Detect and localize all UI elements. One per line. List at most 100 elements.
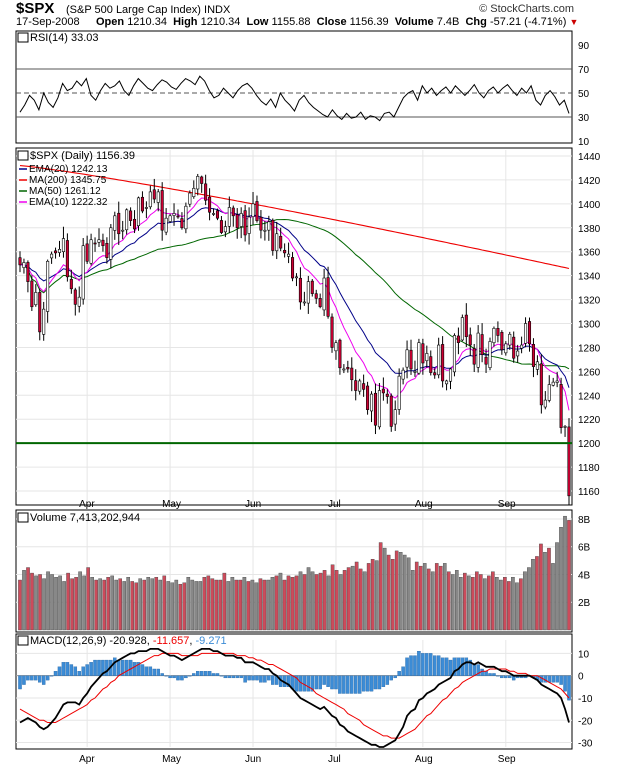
macd-histogram-bar [267,675,271,681]
volume-bar [374,560,379,631]
candle [535,355,539,376]
candle [176,209,180,219]
candle [389,393,393,432]
volume-bar [82,575,86,631]
macd-histogram-bar [389,675,393,681]
rsi-panel: 90 70 50 30 10 RSI(14) 33.03 [15,30,590,148]
macd-histogram-bar [18,675,22,690]
candle [125,208,129,235]
volume-bar [266,579,271,631]
volume-bar [46,571,50,631]
volume-bar [503,577,507,631]
rsi-collapse-icon[interactable] [17,32,29,43]
macd-histogram-bar [567,675,571,701]
volume-tick-label: 4B [578,570,591,581]
volume-bar [182,582,187,631]
volume-bar [547,547,551,631]
volume-bar [270,577,275,631]
macd-histogram-bar [77,671,81,676]
volume-tick-label: 6B [578,543,591,554]
volume-bar [398,552,403,631]
volume-bar [491,571,495,631]
candle [251,191,255,225]
macd-histogram-bar [350,675,354,694]
macd-histogram-bar [353,675,358,694]
macd-collapse-icon[interactable] [17,635,29,646]
volume-bar [350,565,355,631]
volume-bar [18,579,22,631]
candle [140,191,144,214]
volume-bar [475,571,479,631]
volume-collapse-icon[interactable] [17,512,29,523]
macd-histogram-bar [132,662,137,676]
volume-bar [294,575,299,631]
volume-bar [366,563,371,631]
candle [464,303,468,348]
volume-bar [463,572,467,631]
candle [445,379,449,391]
macd-histogram-bar [120,659,125,676]
volume-bar [22,570,26,631]
macd-histogram-bar [484,671,488,676]
stockcharts-credit[interactable]: © StockCharts.com [479,3,574,15]
candle [156,189,160,212]
candle [373,383,377,435]
macd-histogram-bar [346,675,350,694]
volume-bar [539,543,543,631]
volume-bar [515,582,519,631]
volume-bar [86,567,90,631]
macd-histogram-bar [38,675,42,683]
volume-bar [238,579,243,631]
volume-panel: 8B 6B 4B 2B Volume 7,413,202,944 [15,509,591,633]
candle [219,215,223,235]
candle [267,215,271,241]
candle [310,279,314,297]
candle [555,371,559,388]
price-tick-label: 1320 [578,296,601,307]
macd-histogram-bar [22,675,26,685]
volume-bar [442,563,447,631]
volume-bar [446,571,451,631]
macd-histogram-bar [342,675,346,694]
macd-histogram-bar [105,659,109,676]
macd-histogram-bar [255,675,259,681]
macd-histogram-bar [41,675,46,685]
macd-histogram-bar [184,675,188,679]
macd-histogram-bar [318,675,322,690]
candle [69,269,73,294]
candle [85,235,89,264]
candle [476,325,480,373]
candle [275,221,279,260]
macd-histogram-bar [448,659,453,676]
candle [283,243,287,258]
candle [223,220,227,238]
volume-bar [310,571,315,631]
rsi-tick-label: 30 [578,113,590,124]
volume-bar [358,568,363,631]
volume-bar [70,578,74,631]
candle [227,196,231,234]
macd-histogram-bar [551,675,555,683]
candle [204,174,208,206]
candle [212,208,216,216]
candle [133,210,137,234]
macd-histogram-bar [429,653,433,676]
candle [500,330,504,355]
volume-bar [234,579,239,631]
macd-histogram-bar [164,675,168,677]
volume-bar [118,578,122,631]
candle [306,275,310,314]
candle [516,344,520,363]
volume-bar [54,577,58,631]
macd-histogram-bar [314,675,318,690]
macd-histogram-bar [85,664,89,676]
candle [520,336,524,354]
candle [397,368,401,415]
price-tick-label: 1360 [578,248,601,259]
candle [417,338,421,375]
candle [144,201,148,219]
volume-bar [354,561,359,631]
macd-histogram-bar [263,675,267,683]
candle [354,369,358,401]
price-collapse-icon[interactable] [17,150,29,161]
